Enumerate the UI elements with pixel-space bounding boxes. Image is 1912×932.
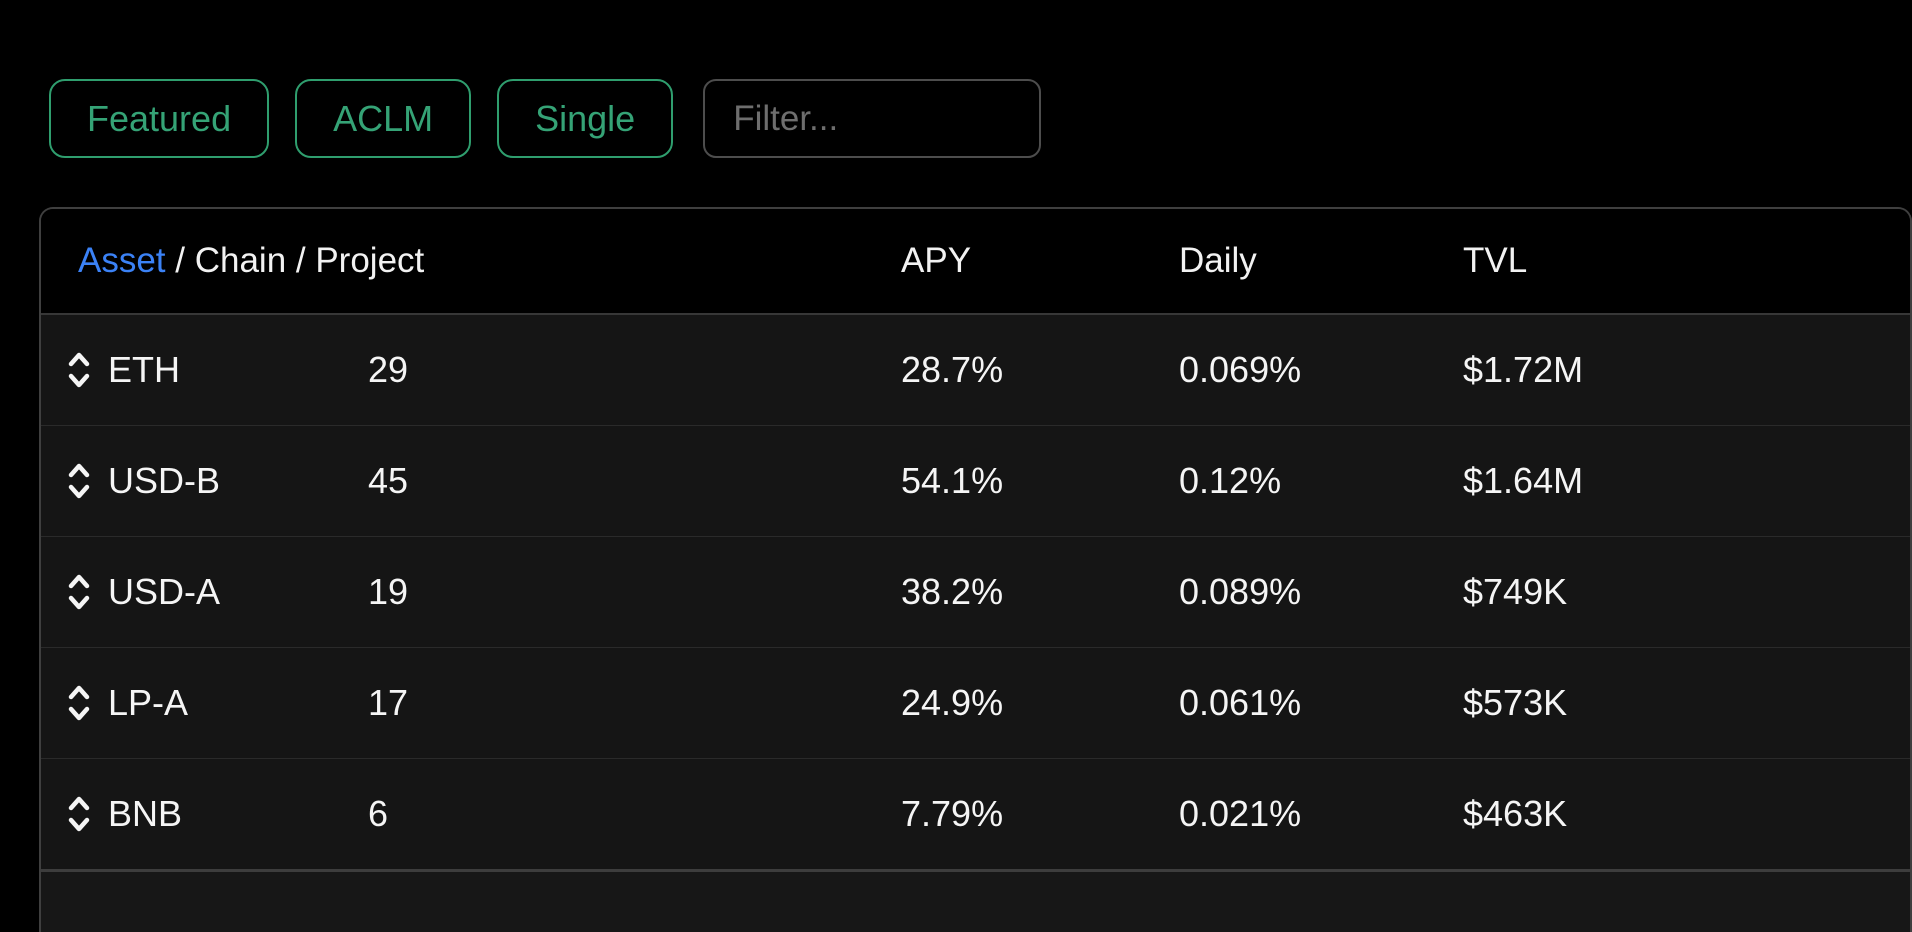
row-expander[interactable] <box>60 349 108 391</box>
pool-count: 29 <box>368 349 409 390</box>
row-expander[interactable] <box>60 793 108 835</box>
sort-vertical-chevrons-icon <box>68 463 90 499</box>
asset-name: USD-B <box>108 460 221 501</box>
featured-button[interactable]: Featured <box>49 79 270 158</box>
tvl-value: $573K <box>1463 682 1568 723</box>
sort-vertical-chevrons-icon <box>68 352 90 388</box>
sort-vertical-chevrons-icon <box>68 574 90 610</box>
table-header-row: Asset / Chain / Project APY Daily TVL <box>41 209 1910 315</box>
asset-name: BNB <box>108 793 183 834</box>
table-row[interactable]: BNB 6 7.79% 0.021% $463K <box>41 758 1910 869</box>
tvl-column-header[interactable]: TVL <box>1463 241 1528 280</box>
daily-value: 0.089% <box>1179 571 1302 612</box>
apy-value: 38.2% <box>901 571 1004 612</box>
asset-sort-link[interactable]: Asset <box>78 241 166 280</box>
daily-value: 0.021% <box>1179 793 1302 834</box>
table-row[interactable]: LP-A 17 24.9% 0.061% $573K <box>41 647 1910 758</box>
tvl-value: $463K <box>1463 793 1568 834</box>
asset-name: USD-A <box>108 571 221 612</box>
apy-value: 28.7% <box>901 349 1004 390</box>
pool-count: 45 <box>368 460 409 501</box>
pool-count: 17 <box>368 682 409 723</box>
asset-header-suffix: / Chain / Project <box>165 241 425 280</box>
row-expander[interactable] <box>60 571 108 613</box>
apy-value: 7.79% <box>901 793 1004 834</box>
pool-count: 6 <box>368 793 389 834</box>
table-row[interactable]: USD-A 19 38.2% 0.089% $749K <box>41 536 1910 647</box>
table-row-partial[interactable] <box>41 869 1910 932</box>
asset-name: LP-A <box>108 682 189 723</box>
filter-bar: Featured ACLM Single <box>49 79 1042 158</box>
asset-chain-project-header: Asset / Chain / Project <box>78 241 424 281</box>
apy-value: 54.1% <box>901 460 1004 501</box>
tvl-value: $749K <box>1463 571 1568 612</box>
apy-value: 24.9% <box>901 682 1004 723</box>
row-expander[interactable] <box>60 460 108 502</box>
tvl-value: $1.64M <box>1463 460 1584 501</box>
aclm-button[interactable]: ACLM <box>295 79 472 158</box>
table-row[interactable]: ETH 29 28.7% 0.069% $1.72M <box>41 315 1910 425</box>
row-expander[interactable] <box>60 682 108 724</box>
sort-vertical-chevrons-icon <box>68 685 90 721</box>
pool-count: 19 <box>368 571 409 612</box>
asset-name: ETH <box>108 349 180 390</box>
apy-column-header[interactable]: APY <box>901 241 972 280</box>
single-button[interactable]: Single <box>497 79 674 158</box>
daily-value: 0.061% <box>1179 682 1302 723</box>
table-row[interactable]: USD-B 45 54.1% 0.12% $1.64M <box>41 425 1910 536</box>
daily-column-header[interactable]: Daily <box>1179 241 1257 280</box>
tvl-value: $1.72M <box>1463 349 1584 390</box>
pools-table: Asset / Chain / Project APY Daily TVL ET… <box>39 207 1912 932</box>
sort-vertical-chevrons-icon <box>68 796 90 832</box>
daily-value: 0.069% <box>1179 349 1302 390</box>
daily-value: 0.12% <box>1179 460 1282 501</box>
filter-input[interactable] <box>703 79 1042 158</box>
